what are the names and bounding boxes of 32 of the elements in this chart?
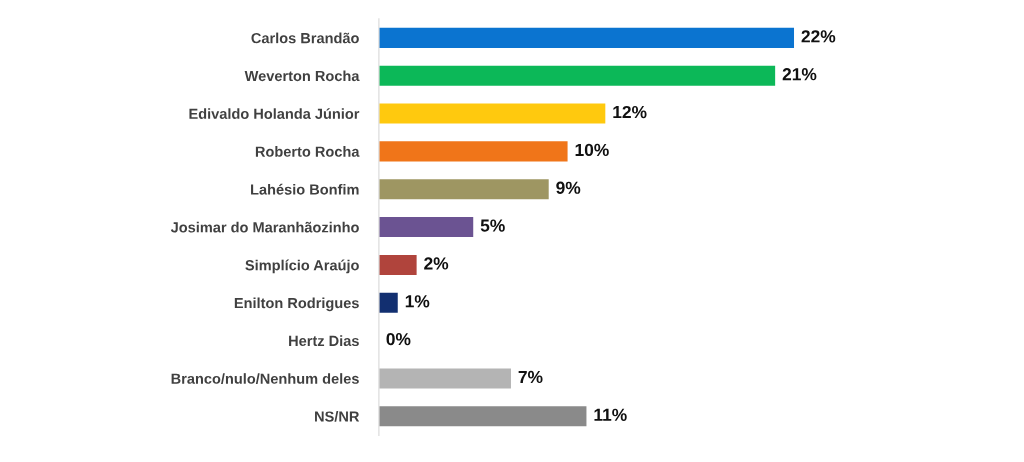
y-tick-label: Weverton Rocha [244, 70, 360, 82]
bar [378, 27, 795, 48]
bar [378, 254, 417, 275]
y-tick-label: Edivaldo Holanda Júnior [189, 108, 360, 119]
data-label: 7% [518, 370, 543, 384]
data-label: 9% [556, 181, 581, 194]
bar [378, 65, 776, 86]
data-label: 11% [594, 408, 627, 421]
data-label: 21% [782, 68, 817, 81]
bar [378, 406, 587, 427]
data-label: 2% [424, 257, 449, 270]
y-tick-label: Lahésio Bonfim [251, 183, 359, 195]
data-label: 0% [386, 332, 411, 346]
bar [378, 217, 474, 238]
data-label: 12% [613, 105, 647, 119]
bar [378, 292, 398, 313]
bar [378, 179, 549, 200]
y-tick-label: Josimar do Maranhãozinho [170, 221, 359, 233]
y-tick-label: Enilton Rodrigues [234, 297, 359, 312]
bar [378, 103, 606, 124]
y-tick-label: Branco/nulo/Nenhum deles [171, 373, 359, 385]
y-tick-label: Roberto Rocha [255, 146, 360, 157]
bar [378, 368, 511, 389]
y-tick-label: Carlos Brandão [251, 32, 359, 44]
y-tick-label: Simplício Araújo [245, 259, 359, 274]
data-label: 10% [575, 143, 609, 157]
data-label: 22% [801, 30, 836, 43]
y-tick-label: Hertz Dias [289, 335, 359, 347]
data-label: 5% [480, 219, 505, 232]
bar [378, 141, 568, 162]
data-label: 1% [405, 295, 430, 308]
y-tick-label: NS/NR [315, 411, 360, 422]
